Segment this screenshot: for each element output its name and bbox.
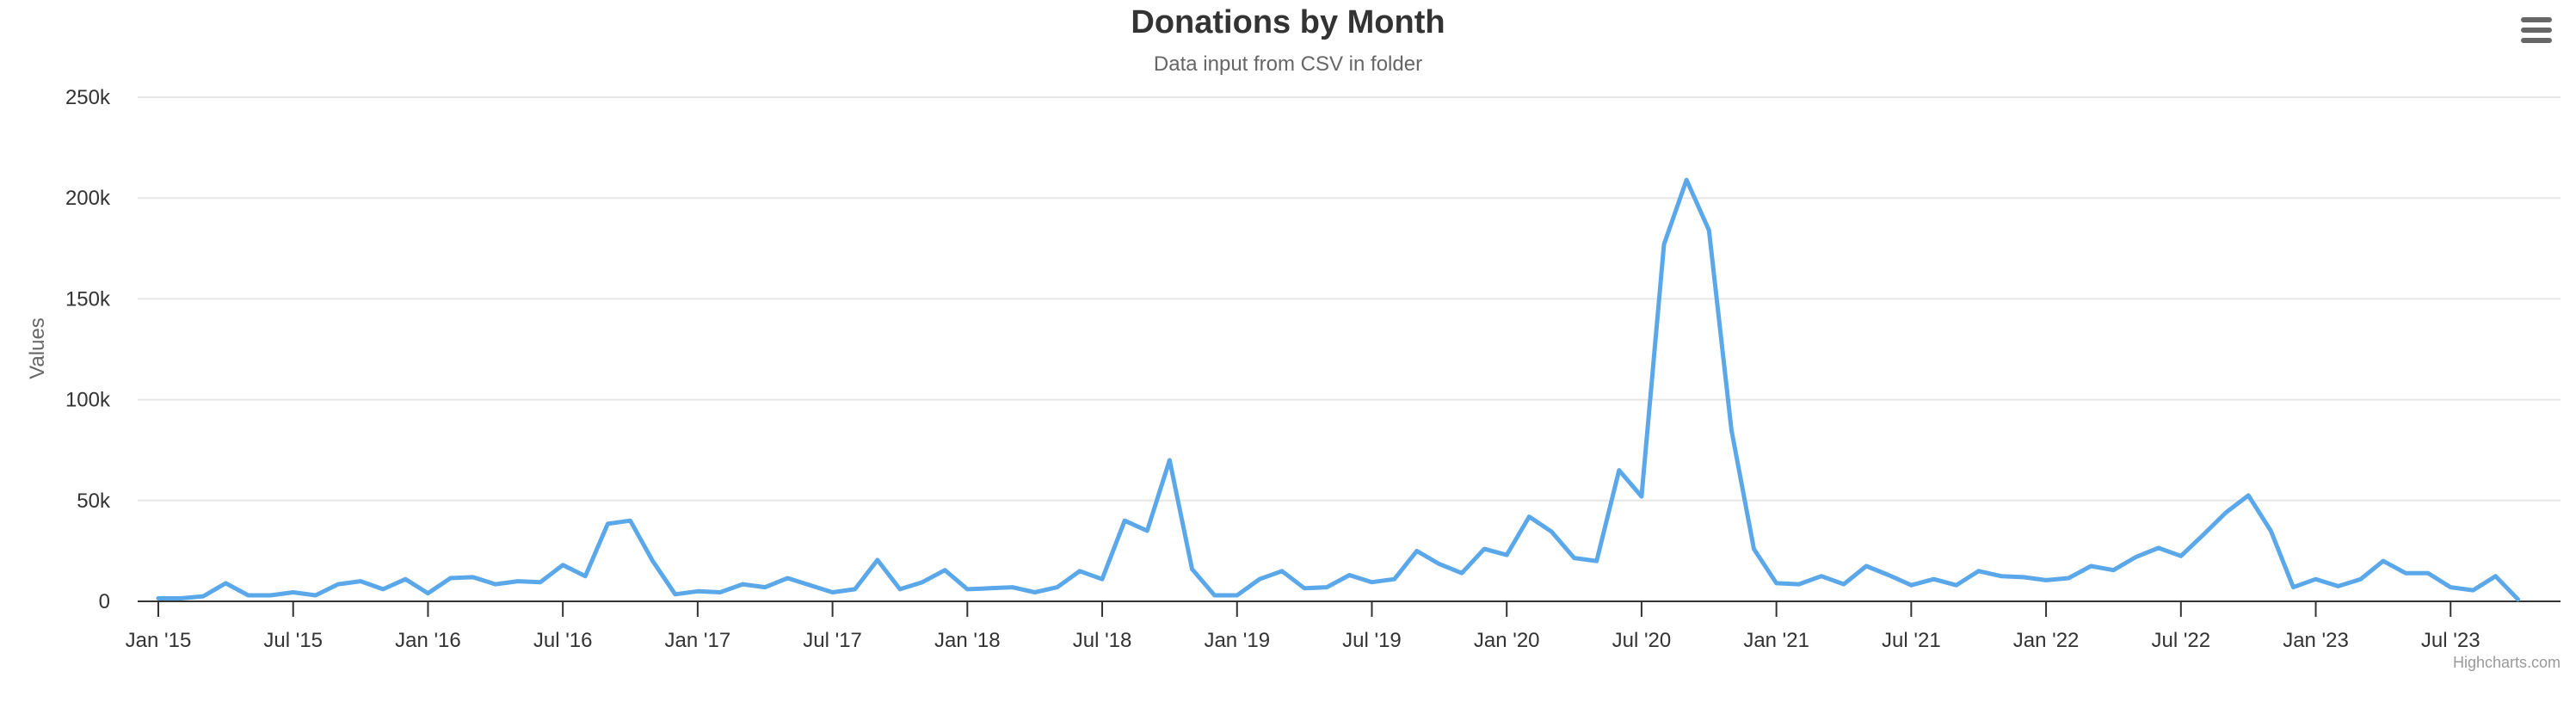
- chart-subtitle: Data input from CSV in folder: [1154, 52, 1422, 76]
- x-tick-label: Jan '17: [665, 629, 731, 652]
- x-tick-label: Jan '19: [1204, 629, 1270, 652]
- x-tick-label: Jan '15: [126, 629, 192, 652]
- x-axis: Jan '15 Jul '15 Jan '16 Jul '16 Jan '17 Jul '…: [126, 600, 2561, 652]
- x-tick-label: Jul '21: [1882, 629, 1941, 652]
- x-tick-label: Jan '22: [2013, 629, 2080, 652]
- x-tick-label: Jan '20: [1474, 629, 1540, 652]
- x-tick-label: Jul '17: [803, 629, 862, 652]
- x-tick-label: Jul '22: [2151, 629, 2210, 652]
- context-menu-button[interactable]: [2521, 17, 2552, 43]
- x-tick-label: Jul '16: [533, 629, 593, 652]
- x-tick-label: Jan '18: [934, 629, 1001, 652]
- x-tick-label: Jul '23: [2421, 629, 2480, 652]
- x-tick-label: Jan '16: [395, 629, 461, 652]
- y-tick-label: 0: [99, 590, 110, 613]
- x-tick-label: Jan '23: [2283, 629, 2349, 652]
- series-points: [154, 176, 2523, 604]
- y-tick-label: 250k: [65, 86, 111, 109]
- chart-title: Donations by Month: [1131, 4, 1445, 40]
- grid-lines: [138, 96, 2561, 502]
- x-tick-label: Jan '21: [1743, 629, 1809, 652]
- series-layer: [154, 176, 2523, 604]
- y-tick-label: 100k: [65, 389, 111, 412]
- y-tick-label: 150k: [65, 287, 111, 311]
- y-tick-label: 200k: [65, 187, 111, 210]
- x-tick-label: Jul '15: [263, 629, 323, 652]
- y-tick-label: 50k: [77, 490, 111, 513]
- x-tick-label: Jul '19: [1342, 629, 1402, 652]
- y-axis-ticks: 0 50k 100k 150k 200k 250k: [65, 86, 111, 613]
- credits-link[interactable]: Highcharts.com: [2453, 654, 2561, 671]
- y-axis-title: Values: [26, 317, 49, 379]
- series-line: [156, 177, 2521, 602]
- menu-icon-bar-bottom: [2521, 38, 2552, 43]
- x-tick-label: Jul '18: [1073, 629, 1132, 652]
- menu-icon-bar-middle: [2521, 28, 2552, 33]
- menu-icon-bar-top: [2521, 17, 2552, 22]
- x-tick-label: Jul '20: [1612, 629, 1672, 652]
